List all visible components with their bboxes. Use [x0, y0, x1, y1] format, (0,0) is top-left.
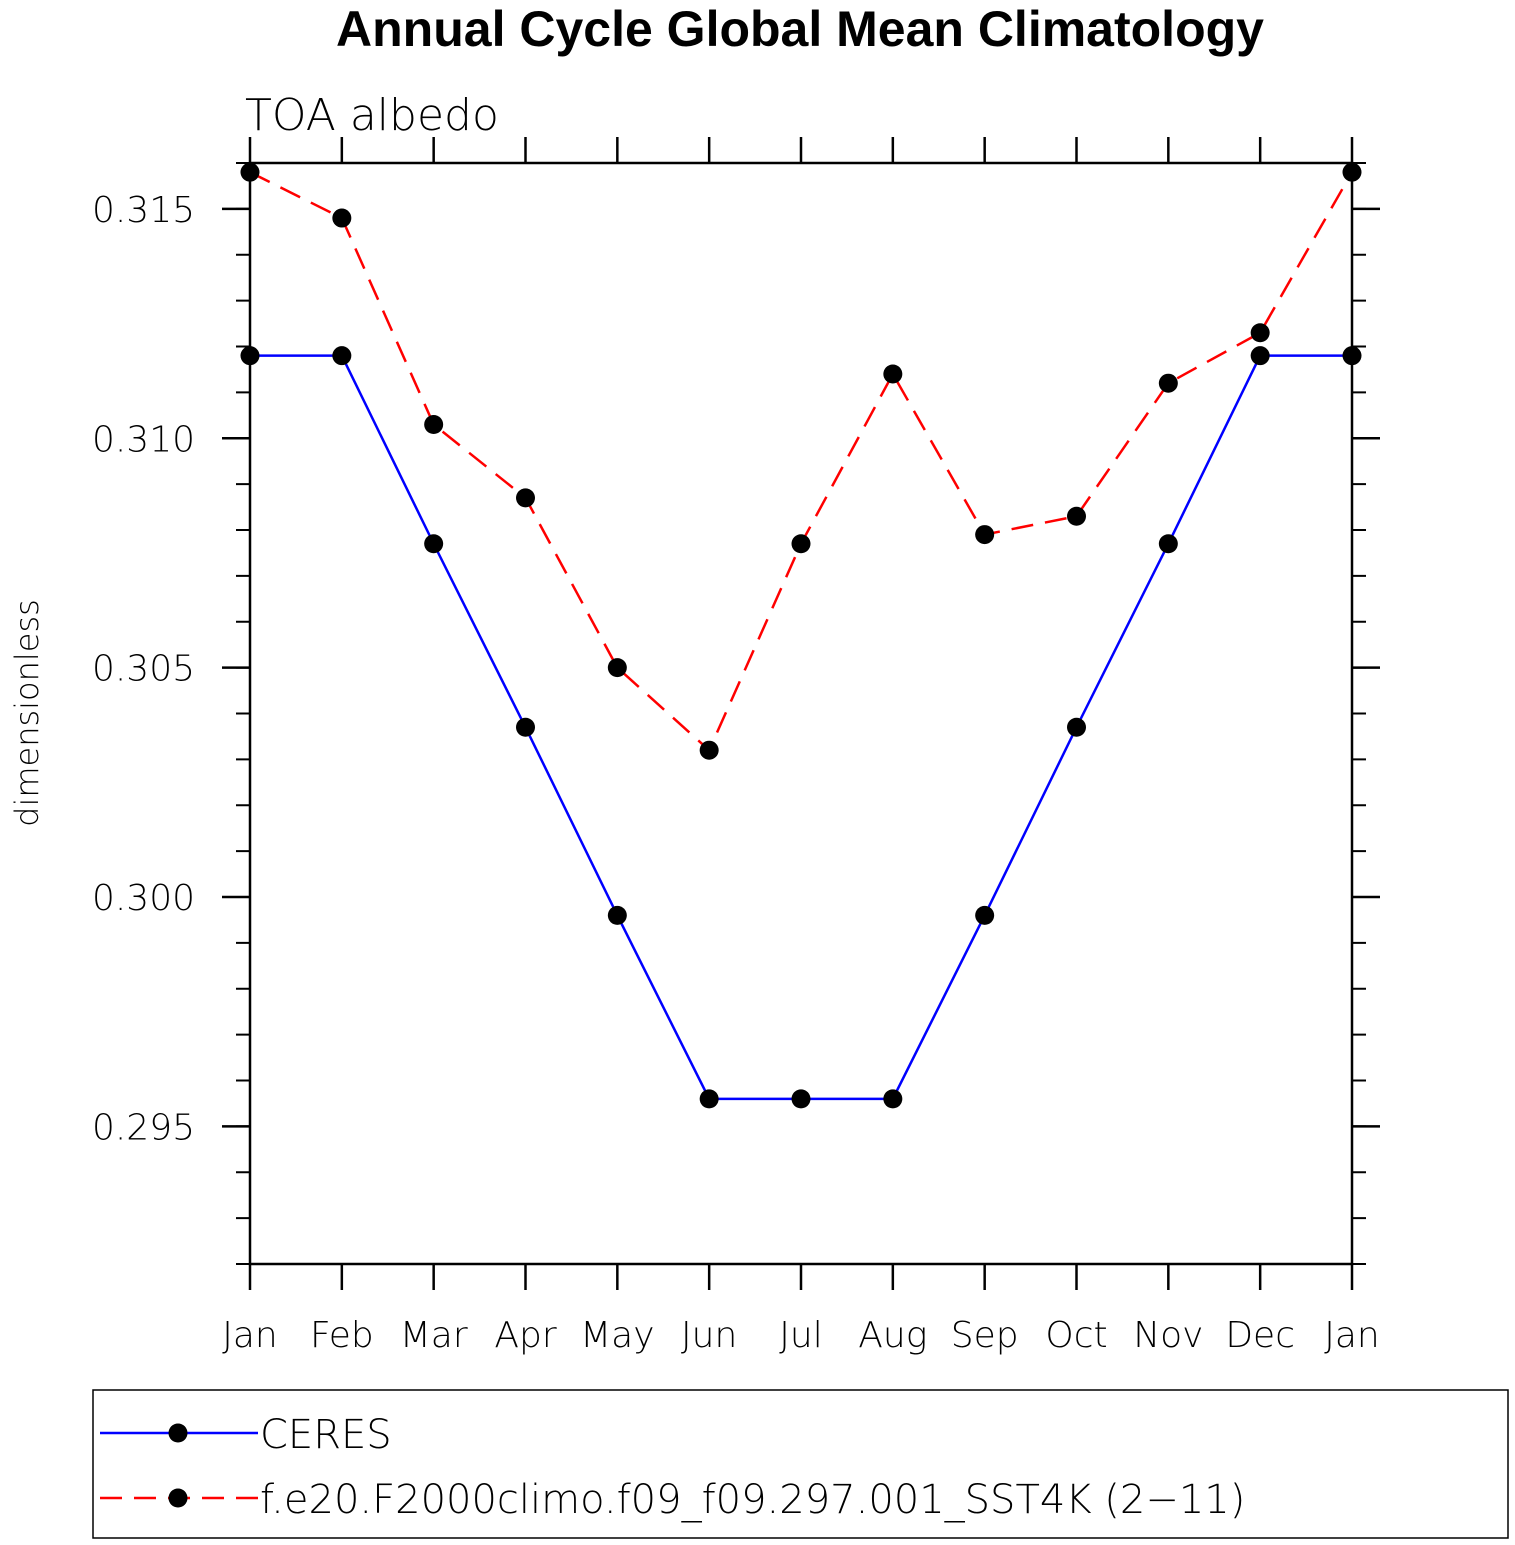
series-1-point: [699, 740, 719, 760]
series-0-point: [607, 905, 627, 925]
y-tick-label: 0.310: [92, 419, 195, 460]
series-1-point: [516, 488, 535, 508]
series-line-1: [249, 171, 1354, 753]
y-tick-label: 0.315: [92, 190, 195, 231]
series-0-point: [791, 1089, 811, 1109]
x-tick-label: Sep: [951, 1315, 1019, 1356]
series-0-point: [1067, 717, 1086, 737]
series-1-point: [1067, 506, 1086, 526]
y-tick-label: 0.305: [92, 649, 195, 690]
x-tick-label: Jul: [779, 1315, 822, 1356]
legend-label-ceres: CERES: [260, 1412, 392, 1458]
legend: CERES f.e20.F2000climo.f09_f09.297.001_S…: [92, 1389, 1509, 1539]
axis-ticks: [222, 137, 1380, 1290]
series-1-point: [791, 534, 811, 554]
x-tick-label: Jan: [1324, 1315, 1380, 1356]
series-0-point: [1250, 346, 1270, 366]
chart-subtitle: TOA albedo: [245, 90, 499, 141]
series-0-point: [883, 1089, 903, 1109]
series-group: [240, 162, 1362, 1109]
series-1-point: [424, 414, 444, 434]
legend-marker-ceres: [168, 1423, 188, 1443]
x-tick-label: Dec: [1225, 1315, 1295, 1356]
series-0-point: [424, 534, 444, 554]
legend-label-model: f.e20.F2000climo.f09_f09.297.001_SST4K (…: [260, 1477, 1245, 1523]
series-0-point: [699, 1089, 719, 1109]
x-tick-label: Jun: [681, 1315, 737, 1356]
legend-marker-model: [168, 1488, 188, 1508]
series-0-point: [975, 905, 995, 925]
series-1-point: [607, 658, 627, 678]
series-1-point: [883, 364, 903, 384]
series-1-point: [332, 208, 352, 228]
x-tick-label: Aug: [858, 1315, 927, 1356]
x-tick-label: Jan: [222, 1315, 278, 1356]
x-tick-labels: Jan Feb Mar Apr May Jun Jul Aug Sep Oct Nov Dec Jan: [222, 1315, 1380, 1356]
y-tick-label: 0.300: [92, 878, 195, 919]
x-tick-label: Nov: [1133, 1315, 1203, 1356]
x-tick-label: Oct: [1045, 1315, 1107, 1356]
series-1-point: [1250, 323, 1270, 343]
series-line-0: [250, 354, 1352, 1101]
chart-title: Annual Cycle Global Mean Climatology: [336, 1, 1264, 57]
y-axis-label: dimensionless: [8, 599, 46, 827]
y-tick-labels: 0.295 0.300 0.305 0.310 0.315: [92, 190, 195, 1149]
series-0-point: [332, 346, 352, 366]
x-tick-label: Apr: [494, 1315, 556, 1356]
plot-frame: [248, 161, 1354, 1266]
legend-box: [92, 1389, 1509, 1539]
x-tick-label: May: [580, 1315, 654, 1356]
series-0-point: [516, 717, 535, 737]
x-tick-label: Mar: [400, 1315, 468, 1356]
x-tick-label: Feb: [310, 1315, 374, 1356]
series-0-point: [1158, 534, 1178, 554]
series-1-point: [975, 525, 995, 545]
series-1-point: [1158, 373, 1178, 393]
y-tick-label: 0.295: [92, 1107, 195, 1148]
